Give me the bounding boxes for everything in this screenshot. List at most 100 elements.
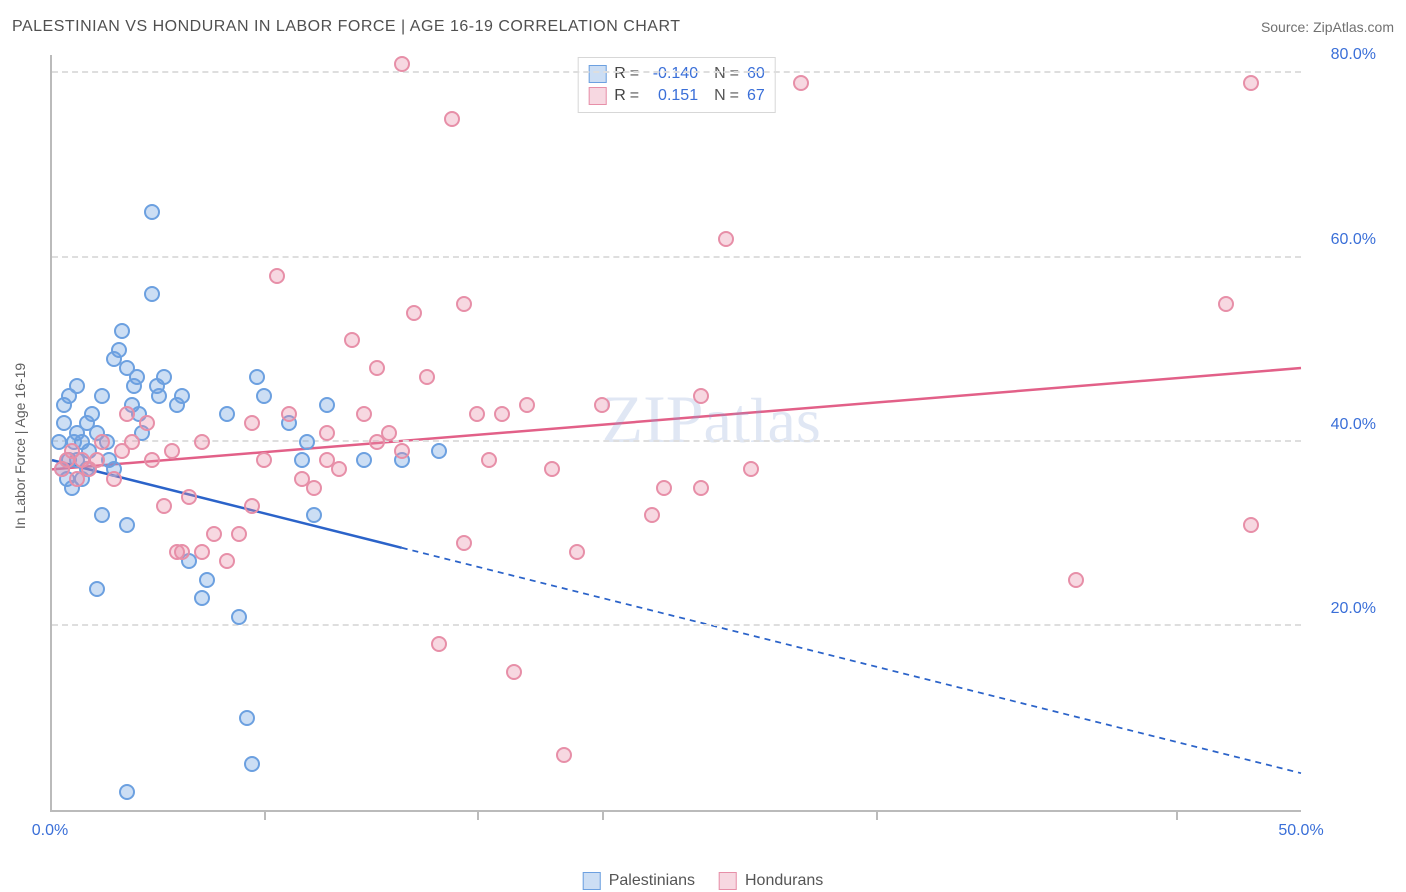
point-palestinians — [69, 425, 85, 441]
x-minor-tick — [264, 810, 266, 820]
point-palestinians — [256, 388, 272, 404]
point-palestinians — [119, 784, 135, 800]
y-tick-label: 60.0% — [1306, 231, 1376, 249]
eq-sign: = — [730, 63, 739, 85]
point-hondurans — [164, 443, 180, 459]
legend-label-hondurans: Hondurans — [745, 872, 823, 890]
point-hondurans — [344, 332, 360, 348]
x-minor-tick — [1176, 810, 1178, 820]
point-palestinians — [144, 204, 160, 220]
x-minor-tick — [477, 810, 479, 820]
point-palestinians — [239, 710, 255, 726]
series-legend: Palestinians Hondurans — [583, 872, 824, 890]
point-hondurans — [369, 434, 385, 450]
h-gridline — [52, 256, 1301, 258]
point-palestinians — [431, 443, 447, 459]
point-hondurans — [444, 111, 460, 127]
swatch-hondurans-icon — [719, 872, 737, 890]
point-palestinians — [156, 369, 172, 385]
legend-label-palestinians: Palestinians — [609, 872, 695, 890]
point-hondurans — [544, 461, 560, 477]
point-hondurans — [693, 388, 709, 404]
eq-sign: = — [630, 85, 639, 107]
point-palestinians — [244, 756, 260, 772]
point-hondurans — [94, 434, 110, 450]
h-gridline — [52, 440, 1301, 442]
point-palestinians — [194, 590, 210, 606]
point-hondurans — [244, 415, 260, 431]
point-hondurans — [456, 296, 472, 312]
point-palestinians — [119, 517, 135, 533]
swatch-hondurans-icon — [588, 87, 606, 105]
point-palestinians — [144, 286, 160, 302]
point-hondurans — [481, 452, 497, 468]
point-palestinians — [219, 406, 235, 422]
trendline-solid — [52, 460, 402, 548]
x-tick-max: 50.0% — [1278, 822, 1323, 840]
x-minor-tick — [602, 810, 604, 820]
swatch-palestinians-icon — [588, 65, 606, 83]
chart-wrap: In Labor Force | Age 16-19 R = -0.140 N … — [50, 55, 1376, 837]
n-value-hondurans: 67 — [747, 85, 765, 107]
point-hondurans — [406, 305, 422, 321]
point-hondurans — [281, 406, 297, 422]
point-hondurans — [356, 406, 372, 422]
plot-area: R = -0.140 N = 60 R = 0.151 N = 67 ZIPat… — [50, 55, 1301, 812]
point-palestinians — [151, 388, 167, 404]
point-hondurans — [106, 471, 122, 487]
point-hondurans — [139, 415, 155, 431]
point-hondurans — [644, 507, 660, 523]
point-palestinians — [294, 452, 310, 468]
point-hondurans — [519, 397, 535, 413]
h-gridline — [52, 71, 1301, 73]
x-tick-min: 0.0% — [32, 822, 68, 840]
point-palestinians — [89, 581, 105, 597]
y-tick-label: 20.0% — [1306, 600, 1376, 618]
point-hondurans — [369, 360, 385, 376]
point-hondurans — [469, 406, 485, 422]
point-hondurans — [506, 664, 522, 680]
point-hondurans — [1068, 572, 1084, 588]
x-minor-tick — [876, 810, 878, 820]
legend-row-palestinians: R = -0.140 N = 60 — [588, 63, 765, 85]
point-hondurans — [743, 461, 759, 477]
point-hondurans — [194, 434, 210, 450]
chart-header: PALESTINIAN VS HONDURAN IN LABOR FORCE |… — [12, 12, 1394, 42]
point-hondurans — [156, 498, 172, 514]
legend-row-hondurans: R = 0.151 N = 67 — [588, 85, 765, 107]
n-value-palestinians: 60 — [747, 63, 765, 85]
point-hondurans — [394, 56, 410, 72]
point-hondurans — [194, 544, 210, 560]
legend-item-hondurans: Hondurans — [719, 872, 823, 890]
point-hondurans — [456, 535, 472, 551]
point-hondurans — [206, 526, 222, 542]
point-palestinians — [356, 452, 372, 468]
point-hondurans — [793, 75, 809, 91]
point-hondurans — [181, 489, 197, 505]
legend-item-palestinians: Palestinians — [583, 872, 695, 890]
point-palestinians — [299, 434, 315, 450]
n-label: N — [714, 63, 726, 85]
chart-source: Source: ZipAtlas.com — [1261, 19, 1394, 35]
trend-lines — [52, 55, 1301, 810]
point-hondurans — [419, 369, 435, 385]
n-label: N — [714, 85, 726, 107]
point-hondurans — [256, 452, 272, 468]
point-hondurans — [319, 425, 335, 441]
point-palestinians — [249, 369, 265, 385]
point-hondurans — [494, 406, 510, 422]
swatch-palestinians-icon — [583, 872, 601, 890]
point-palestinians — [114, 323, 130, 339]
y-axis-label: In Labor Force | Age 16-19 — [12, 363, 28, 529]
point-hondurans — [114, 443, 130, 459]
point-palestinians — [84, 406, 100, 422]
r-value-hondurans: 0.151 — [643, 85, 698, 107]
correlation-legend: R = -0.140 N = 60 R = 0.151 N = 67 — [577, 57, 776, 113]
point-palestinians — [174, 388, 190, 404]
trendline-dashed — [402, 548, 1301, 773]
y-tick-label: 40.0% — [1306, 416, 1376, 434]
point-hondurans — [431, 636, 447, 652]
point-hondurans — [1218, 296, 1234, 312]
point-palestinians — [319, 397, 335, 413]
eq-sign: = — [630, 63, 639, 85]
